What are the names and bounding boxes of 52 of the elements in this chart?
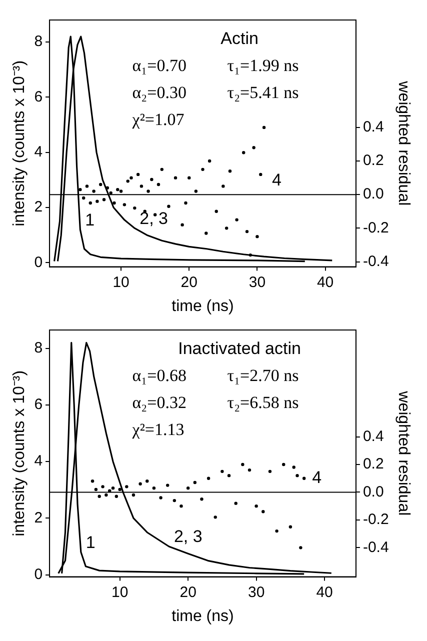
x-tick-label: 20 (180, 274, 198, 291)
y-tick-label: 8 (34, 33, 43, 50)
y-tick-label: 8 (34, 340, 43, 357)
annotation: α₁=0.70 (132, 56, 186, 75)
annotation: χ²=1.07 (131, 110, 185, 129)
y-tick-label: 2 (34, 509, 43, 526)
y2-tick-label: 0.2 (362, 456, 384, 473)
annotation: α₂=0.32 (132, 393, 186, 412)
y2-tick-label: 0.0 (362, 483, 384, 500)
series-label: 2, 3 (140, 208, 168, 228)
y-tick-label: 6 (34, 88, 43, 106)
x-axis-title: time (ns) (172, 608, 234, 625)
x-tick-label: 10 (112, 274, 130, 291)
y-tick-label: 0 (34, 566, 43, 583)
series-label: 4 (312, 468, 322, 487)
y2-tick-label: -0.4 (362, 252, 389, 270)
annotation: τ₁=1.99 ns (227, 56, 299, 75)
annotation: χ²=1.13 (131, 420, 184, 439)
x-tick-label: 40 (316, 584, 333, 601)
x-tick-label: 10 (111, 584, 128, 601)
y2-tick-label: 0.2 (362, 152, 384, 170)
annotation: α₂=0.30 (132, 83, 186, 102)
x-tick-label: 30 (248, 274, 266, 291)
y2-axis-title: weighted residual (394, 390, 412, 516)
x-tick-label: 20 (180, 584, 196, 601)
annotation: τ₁=2.70 ns (227, 366, 299, 385)
annotation: α₁=0.68 (132, 366, 186, 385)
y2-tick-label: -0.2 (362, 219, 389, 236)
y-tick-label: 4 (34, 452, 43, 470)
annotation: Inactivated actin (178, 339, 301, 358)
series-label: 1 (85, 210, 95, 230)
y2-tick-label: -0.2 (362, 511, 389, 528)
series-label: 4 (272, 170, 282, 190)
y2-axis-title: weighted residual (394, 80, 412, 206)
series-label: 1 (86, 532, 96, 552)
y-tick-label: 4 (34, 144, 43, 161)
series-label: 2, 3 (174, 527, 202, 546)
y-axis-title: intensity (counts x 10⁻³) (11, 60, 28, 226)
annotation: τ₂=6.58 ns (227, 393, 299, 412)
x-axis-title: time (ns) (172, 298, 234, 315)
y-tick-label: 0 (34, 254, 43, 271)
y2-tick-label: 0.4 (362, 118, 384, 136)
y2-tick-label: -0.4 (362, 538, 389, 556)
x-tick-label: 40 (316, 274, 334, 291)
y-tick-label: 6 (34, 396, 43, 414)
y2-tick-label: 0.0 (362, 186, 384, 203)
y2-tick-label: 0.4 (362, 428, 384, 445)
y-tick-label: 2 (34, 198, 43, 216)
annotation: τ₂=5.41 ns (227, 83, 299, 102)
x-tick-label: 30 (248, 584, 265, 601)
y-axis-title: intensity (counts x 10⁻³) (11, 370, 28, 536)
annotation: Actin (220, 29, 258, 48)
